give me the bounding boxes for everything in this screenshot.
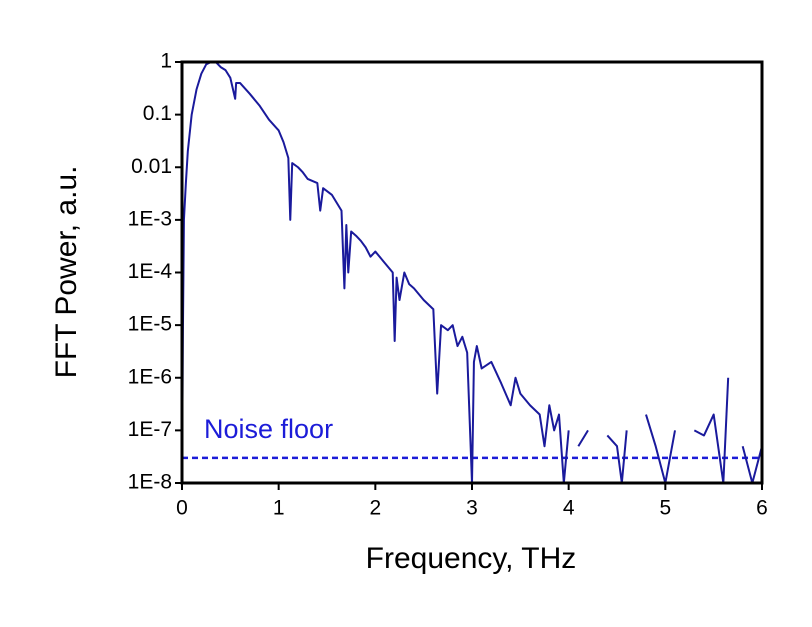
plot-frame — [180, 60, 764, 485]
plot-area — [182, 62, 762, 483]
x-tick-label: 1 — [273, 497, 285, 520]
x-tick-label: 0 — [176, 497, 188, 520]
y-tick-label: 1E-4 — [128, 260, 173, 283]
y-tick-label: 1E-7 — [128, 418, 172, 441]
y-axis-title: FFT Power, a.u. — [50, 166, 83, 379]
y-tick-label: 1E-6 — [128, 365, 172, 388]
y-tick-label: 0.1 — [143, 102, 172, 125]
x-tick-label: 6 — [756, 497, 768, 520]
x-axis-title: Frequency, THz — [366, 542, 577, 575]
y-tick-label: 1E-5 — [128, 313, 172, 336]
x-tick-label: 5 — [659, 497, 671, 520]
noise-floor-label: Noise floor — [204, 414, 333, 444]
x-tick-label: 4 — [563, 497, 575, 520]
data-line — [182, 62, 762, 483]
x-tick-label: 2 — [369, 497, 381, 520]
y-tick-label: 1E-8 — [128, 471, 172, 494]
x-tick-label: 3 — [466, 497, 478, 520]
y-tick-label: 0.01 — [131, 155, 172, 178]
y-tick-label: 1E-3 — [128, 207, 172, 230]
y-tick-label: 1 — [160, 50, 172, 73]
